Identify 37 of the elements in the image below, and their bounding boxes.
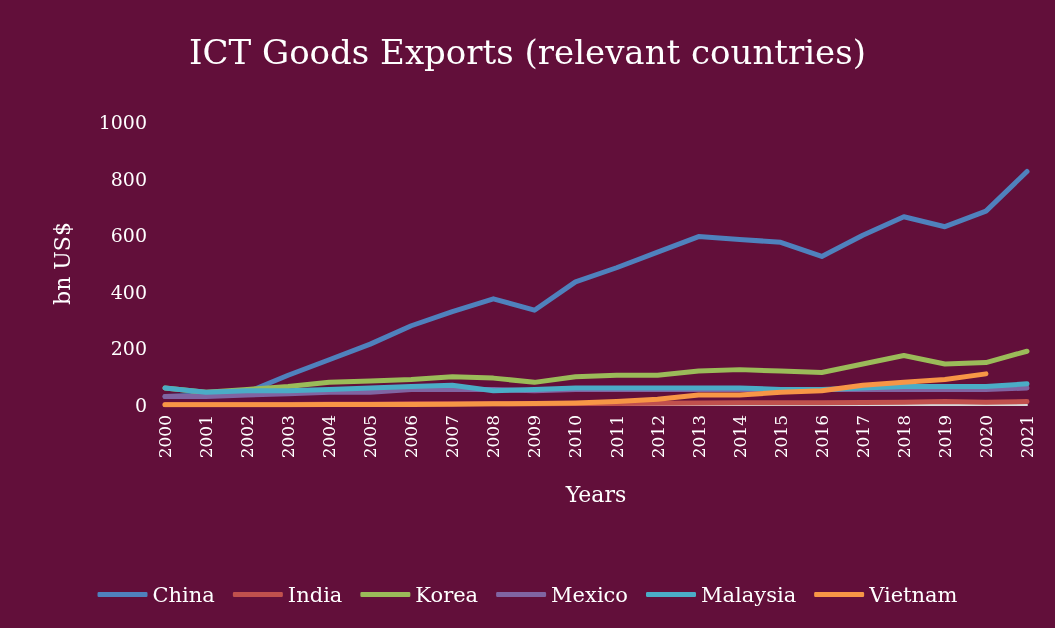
y-axis-title: bn US$ [49, 222, 75, 305]
x-tick-label: 2021 [1017, 415, 1037, 459]
y-tick-label: 0 [134, 394, 147, 416]
x-tick-label: 2004 [319, 415, 340, 459]
x-tick-label: 2017 [852, 415, 873, 459]
x-tick-label: 2006 [401, 415, 422, 459]
x-tick-label: 2003 [278, 415, 299, 459]
x-tick-label: 2010 [565, 415, 586, 459]
legend-label: Vietnam [868, 582, 958, 607]
chart-title: ICT Goods Exports (relevant countries) [189, 32, 866, 72]
x-tick-label: 2014 [729, 415, 750, 459]
x-tick-label: 2020 [975, 415, 996, 459]
x-axis-title: Years [564, 481, 627, 507]
legend-label: Malaysia [701, 582, 797, 607]
x-tick-label: 2008 [483, 415, 504, 459]
x-tick-label: 2016 [811, 415, 832, 459]
y-tick-label: 200 [110, 337, 147, 360]
x-tick-label: 2012 [647, 415, 668, 459]
x-tick-label: 2013 [688, 415, 709, 459]
x-tick-label: 2000 [155, 415, 175, 459]
x-tick-label: 2002 [237, 415, 258, 459]
legend-label: China [152, 582, 215, 607]
x-tick-label: 2001 [196, 415, 217, 459]
legend-label: Mexico [551, 582, 629, 607]
x-tick-label: 2005 [360, 415, 381, 459]
legend-label: India [287, 582, 343, 607]
y-tick-label: 1000 [98, 111, 147, 133]
y-tick-label: 800 [110, 167, 147, 190]
x-tick-label: 2018 [893, 415, 914, 459]
y-tick-label: 600 [110, 224, 147, 247]
x-tick-label: 2015 [770, 415, 791, 459]
x-tick-label: 2011 [606, 415, 627, 459]
x-tick-label: 2007 [442, 415, 463, 459]
x-tick-label: 2019 [934, 415, 955, 459]
legend-label: Korea [415, 582, 479, 607]
x-tick-label: 2009 [524, 415, 545, 459]
y-tick-label: 400 [110, 280, 147, 303]
